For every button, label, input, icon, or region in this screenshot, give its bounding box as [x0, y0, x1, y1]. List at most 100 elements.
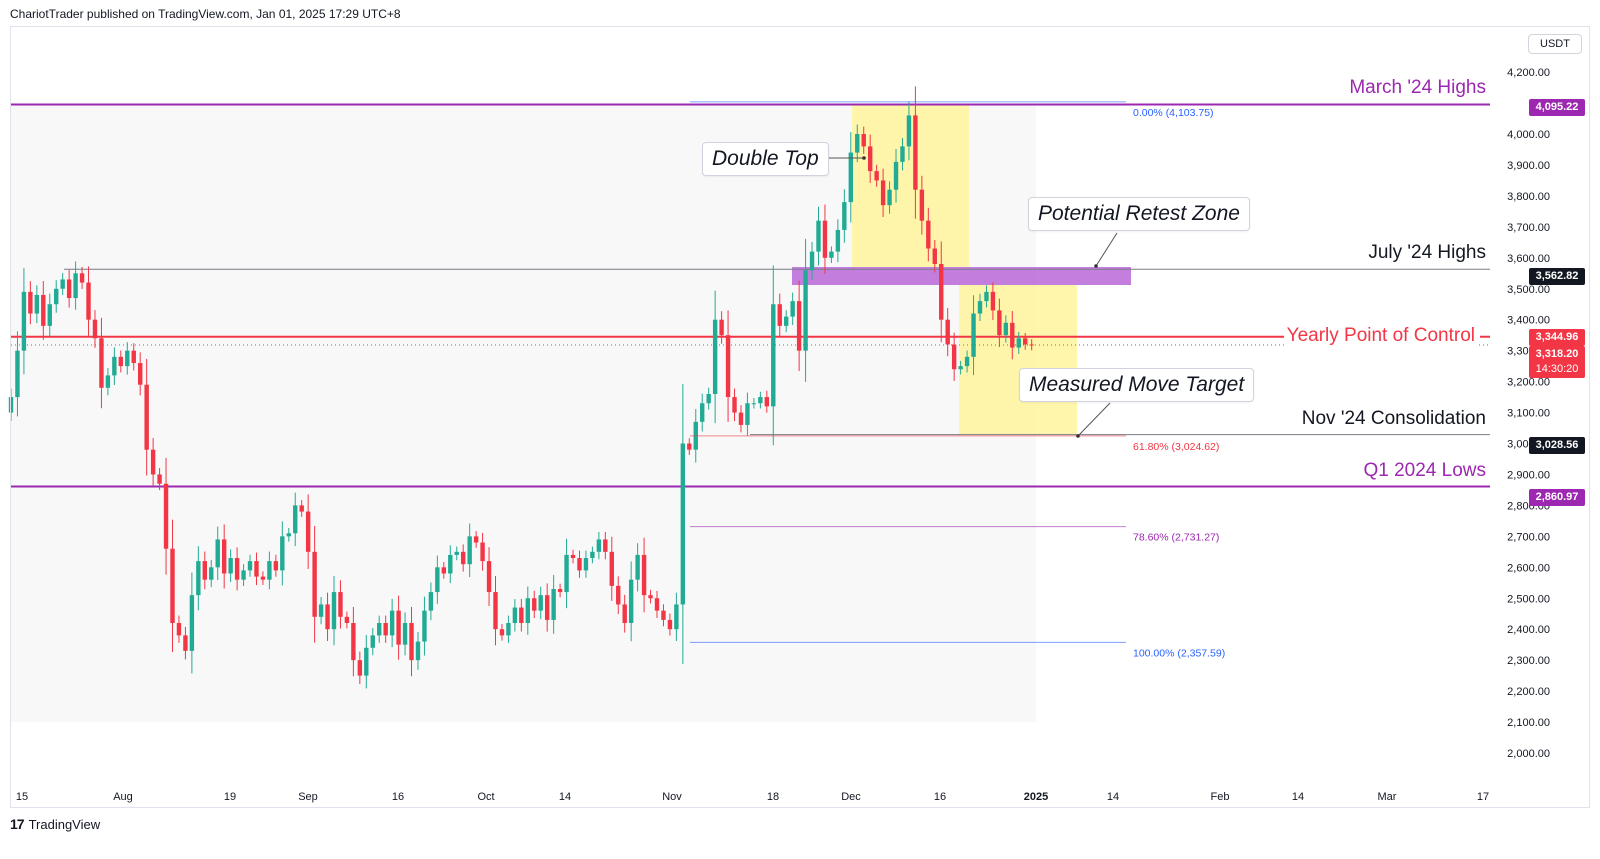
candle-body: [183, 635, 188, 651]
annotation-retest-zone[interactable]: Potential Retest Zone: [1028, 197, 1250, 231]
candle-body: [473, 536, 479, 543]
y-tick-label: 3,900.00: [1507, 160, 1550, 172]
candle-body: [887, 189, 892, 206]
candle-body: [900, 146, 905, 162]
candle-body: [209, 567, 214, 580]
candle-body: [8, 397, 14, 413]
time-axis: 15 Aug 19 Sep 16 Oct 14 Nov 18 Dec 16 2025 14 Feb 14 Ma…: [16, 791, 1489, 803]
retest-connector: [1095, 232, 1118, 267]
candle-body: [66, 279, 72, 299]
y-tick-label: 2,700.00: [1507, 531, 1550, 543]
candle-body: [803, 270, 808, 351]
y-tick-label: 3,800.00: [1507, 191, 1550, 203]
candle-body: [364, 647, 369, 676]
candle-body: [951, 344, 957, 370]
x-tick-label: Mar: [1378, 791, 1397, 803]
level-label-poc: Yearly Point of Control: [1283, 325, 1478, 347]
candle-body: [247, 561, 253, 571]
candle-body: [570, 554, 576, 559]
annotation-double-top[interactable]: Double Top: [702, 142, 829, 176]
x-tick-label: Sep: [298, 791, 318, 803]
candle-body: [919, 189, 925, 221]
measured-move-highlight: [959, 285, 1077, 435]
tradingview-logo-icon: 17: [10, 816, 25, 832]
double-top-connector-dot: [862, 156, 866, 160]
candle-body: [616, 585, 621, 605]
candle-body: [958, 366, 963, 370]
candle-body: [344, 616, 350, 624]
price-tag-nov-consolidation: 3,028.56: [1529, 437, 1585, 454]
candle-body: [79, 273, 85, 283]
footer-brand: 17 TradingView: [10, 816, 100, 832]
candle-body: [506, 623, 511, 636]
candle-body: [557, 588, 563, 593]
x-tick-label: Oct: [477, 791, 494, 803]
candle-body: [138, 363, 143, 385]
y-tick-label: 2,000.00: [1507, 748, 1550, 760]
retest-connector-dot: [1094, 264, 1098, 268]
candle-body: [228, 558, 233, 574]
candle-body: [157, 474, 162, 484]
candle-body: [241, 570, 246, 580]
candle-body: [635, 554, 640, 580]
annotation-measured-move[interactable]: Measured Move Target: [1019, 368, 1255, 402]
candle-body: [377, 623, 382, 636]
candle-body: [687, 443, 692, 450]
candle-body: [984, 291, 989, 302]
candle-body: [790, 301, 795, 317]
candle-body: [971, 313, 976, 357]
candle-body: [861, 134, 866, 147]
candle-body: [47, 304, 52, 326]
price-tag-march-highs: 4,095.22: [1529, 99, 1585, 116]
candle-body: [202, 561, 207, 580]
candle-body: [1010, 322, 1015, 348]
fib-label: 61.80% (3,024.62): [1133, 441, 1219, 453]
candle-body: [357, 660, 363, 676]
candle-body: [712, 319, 718, 394]
fib-label: 78.60% (2,731.27): [1133, 532, 1219, 544]
candle-body: [583, 558, 589, 571]
candle-body: [641, 554, 647, 596]
candle-body: [538, 595, 543, 611]
candle-body: [428, 592, 434, 611]
x-tick-label: Feb: [1211, 791, 1230, 803]
candle-body: [299, 505, 304, 512]
candle-body: [829, 251, 834, 258]
candles: [8, 86, 1034, 689]
candle-body: [176, 623, 182, 636]
x-tick-label: 14: [559, 791, 571, 803]
candle-body: [758, 397, 763, 404]
candle-body: [997, 310, 1002, 336]
candle-body: [771, 304, 776, 407]
candle-body: [221, 539, 227, 574]
candle-body: [551, 588, 556, 620]
candle-body: [54, 288, 59, 305]
candle-body: [932, 248, 937, 264]
candle-body: [370, 635, 375, 648]
x-tick-label: 18: [767, 791, 779, 803]
y-tick-label: 2,900.00: [1507, 469, 1550, 481]
candle-body: [751, 403, 757, 405]
fib-label: 0.00% (4,103.75): [1133, 107, 1214, 119]
candle-body: [777, 304, 782, 326]
candle-body: [215, 539, 220, 568]
x-tick-label: Dec: [841, 791, 861, 803]
candle-body: [603, 539, 608, 552]
candle-body: [273, 561, 279, 571]
candle-body: [519, 607, 524, 624]
candle-body: [118, 356, 124, 367]
candle-body: [170, 548, 175, 624]
candle-body: [28, 291, 33, 314]
candle-body: [351, 623, 356, 661]
currency-label[interactable]: USDT: [1528, 34, 1582, 54]
candle-body: [816, 220, 821, 252]
candle-body: [105, 375, 111, 388]
price-tag-july-highs: 3,562.82: [1529, 268, 1585, 285]
y-tick-label: 2,400.00: [1507, 624, 1550, 636]
candle-body: [92, 319, 98, 339]
candle-body: [150, 449, 156, 475]
candle-body: [286, 533, 291, 537]
candle-body: [706, 393, 711, 404]
candle-body: [131, 350, 136, 364]
